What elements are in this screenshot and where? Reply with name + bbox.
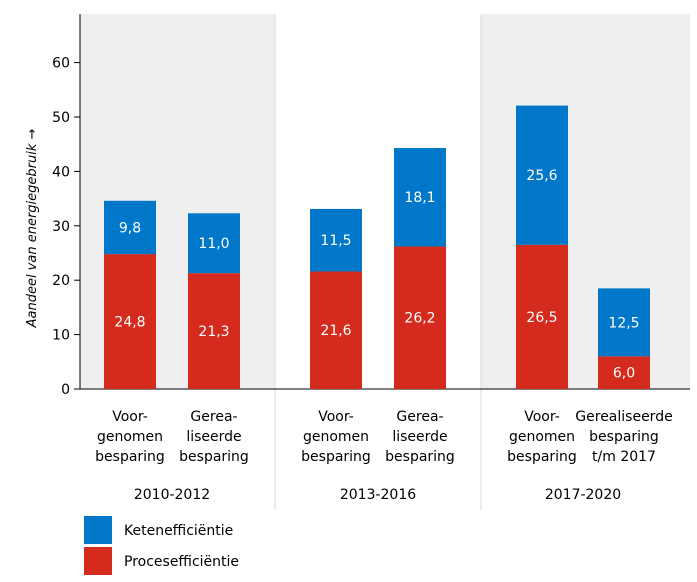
bar-keten-3: [310, 208, 362, 272]
bar-proces-6: [598, 356, 650, 389]
bar-value-label: 26,2: [404, 311, 435, 327]
bar-proces-2: [188, 273, 240, 389]
bar-value-label: 18,1: [404, 190, 435, 206]
category-label: Voor-: [318, 409, 354, 425]
bar-value-label: 21,6: [320, 323, 351, 339]
category-label: besparing: [589, 429, 659, 445]
group-label: 2017-2020: [545, 487, 621, 503]
bar-keten-2: [188, 213, 240, 274]
y-tick-label: 30: [52, 219, 70, 235]
category-label: t/m 2017: [592, 449, 656, 465]
bar-keten-5: [516, 105, 568, 245]
bar-value-label: 6,0: [613, 366, 635, 382]
y-tick-label: 50: [52, 110, 70, 126]
category-label: besparing: [507, 449, 577, 465]
category-label: genomen: [97, 429, 163, 445]
category-label: Gerea-: [190, 409, 237, 425]
legend-label: Procesefficiëntie: [124, 554, 239, 570]
legend-swatch-1: [84, 516, 112, 544]
y-tick-label: 10: [52, 328, 70, 344]
bar-keten-6: [598, 288, 650, 357]
category-label: Gerealiseerde: [575, 409, 672, 425]
y-axis-label: Aandeel van energiegebruik →: [25, 128, 40, 328]
bar-proces-3: [310, 271, 362, 389]
bar-value-label: 26,5: [526, 310, 557, 326]
group-label: 2010-2012: [134, 487, 210, 503]
y-tick-label: 0: [61, 382, 70, 398]
category-label: besparing: [95, 449, 165, 465]
bar-value-label: 25,6: [526, 168, 557, 184]
category-label: genomen: [303, 429, 369, 445]
category-label: liseerde: [186, 429, 241, 445]
y-tick-label: 20: [52, 273, 70, 289]
y-tick-label: 40: [52, 164, 70, 180]
group-background-3: [481, 14, 690, 389]
bar-value-label: 21,3: [198, 324, 229, 340]
bar-keten-1: [104, 200, 156, 255]
bar-value-label: 9,8: [119, 220, 141, 236]
group-label: 2013-2016: [340, 487, 416, 503]
category-label: liseerde: [392, 429, 447, 445]
bar-value-label: 11,5: [320, 233, 351, 249]
category-label: Gerea-: [396, 409, 443, 425]
category-label: genomen: [509, 429, 575, 445]
category-label: besparing: [385, 449, 455, 465]
category-label: Voor-: [524, 409, 560, 425]
bar-keten-4: [394, 148, 446, 247]
category-label: besparing: [179, 449, 249, 465]
bar-value-label: 12,5: [608, 315, 639, 331]
bar-value-label: 11,0: [198, 236, 229, 252]
bar-value-label: 24,8: [114, 315, 145, 331]
bar-proces-5: [516, 244, 568, 389]
bar-proces-4: [394, 246, 446, 389]
legend-label: Ketenefficiëntie: [124, 523, 233, 539]
category-label: Voor-: [112, 409, 148, 425]
bar-proces-1: [104, 254, 156, 389]
y-tick-label: 60: [52, 56, 70, 72]
category-label: besparing: [301, 449, 371, 465]
legend-swatch-2: [84, 547, 112, 575]
